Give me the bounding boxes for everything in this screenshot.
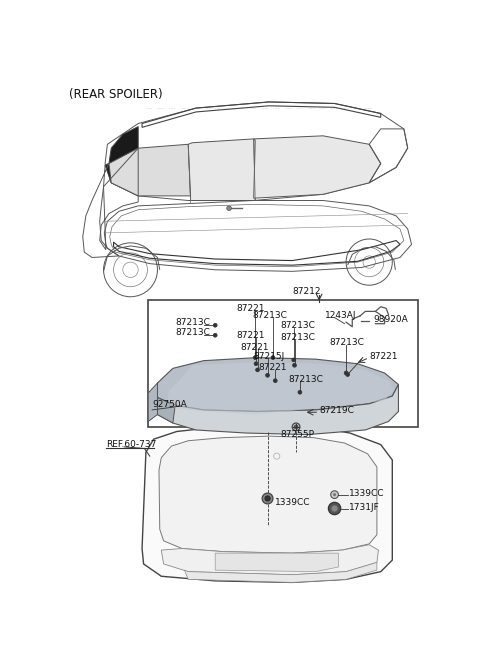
Text: 1243AJ: 1243AJ (324, 311, 356, 320)
Circle shape (331, 491, 338, 499)
Text: 87221: 87221 (258, 363, 287, 372)
Circle shape (328, 503, 341, 514)
Text: 87213C: 87213C (281, 321, 315, 330)
Text: 87213C: 87213C (329, 338, 364, 348)
Text: 98920A: 98920A (373, 315, 408, 324)
Text: 87221: 87221 (369, 351, 398, 361)
Polygon shape (142, 425, 392, 582)
Circle shape (333, 493, 336, 496)
Circle shape (294, 425, 298, 429)
Circle shape (262, 493, 273, 504)
Circle shape (265, 373, 269, 377)
Polygon shape (161, 545, 378, 575)
Text: (REAR SPOILER): (REAR SPOILER) (69, 88, 163, 101)
Circle shape (227, 206, 231, 210)
Polygon shape (254, 136, 381, 198)
Text: 87213C: 87213C (175, 319, 210, 327)
Text: 87213C: 87213C (252, 311, 287, 320)
Circle shape (213, 323, 217, 327)
Circle shape (254, 362, 258, 366)
Circle shape (253, 355, 257, 359)
Circle shape (346, 373, 349, 376)
Text: 87221: 87221 (237, 330, 265, 340)
Polygon shape (159, 436, 377, 553)
Text: 87213C: 87213C (175, 328, 210, 338)
Circle shape (271, 355, 275, 359)
Polygon shape (109, 145, 191, 196)
Text: 87255P: 87255P (281, 430, 315, 439)
Text: 87213C: 87213C (281, 333, 315, 342)
Text: 87213C: 87213C (288, 374, 323, 384)
Circle shape (256, 368, 260, 372)
Circle shape (344, 371, 348, 375)
Polygon shape (184, 562, 377, 582)
Polygon shape (157, 383, 175, 423)
Circle shape (292, 358, 296, 362)
Circle shape (332, 505, 337, 512)
Text: 92750A: 92750A (152, 400, 187, 409)
Circle shape (213, 333, 217, 337)
Text: 1731JF: 1731JF (349, 503, 380, 512)
Polygon shape (215, 553, 338, 572)
Text: 1339CC: 1339CC (275, 498, 311, 507)
Circle shape (265, 496, 270, 501)
Text: 87212: 87212 (292, 287, 321, 296)
Text: 87215J: 87215J (254, 352, 285, 361)
Text: 87221: 87221 (237, 304, 265, 313)
Polygon shape (168, 362, 394, 415)
Bar (148, 300, 418, 427)
Polygon shape (157, 384, 398, 434)
Text: REF.60-737: REF.60-737 (106, 440, 156, 449)
Text: 87221: 87221 (240, 343, 269, 352)
Polygon shape (105, 127, 138, 196)
Polygon shape (157, 357, 398, 411)
Polygon shape (148, 383, 157, 422)
Text: 1339CC: 1339CC (349, 489, 384, 499)
Circle shape (273, 378, 277, 382)
Circle shape (293, 363, 297, 367)
Polygon shape (188, 139, 255, 200)
Text: 87219C: 87219C (319, 406, 354, 415)
Circle shape (298, 390, 302, 394)
